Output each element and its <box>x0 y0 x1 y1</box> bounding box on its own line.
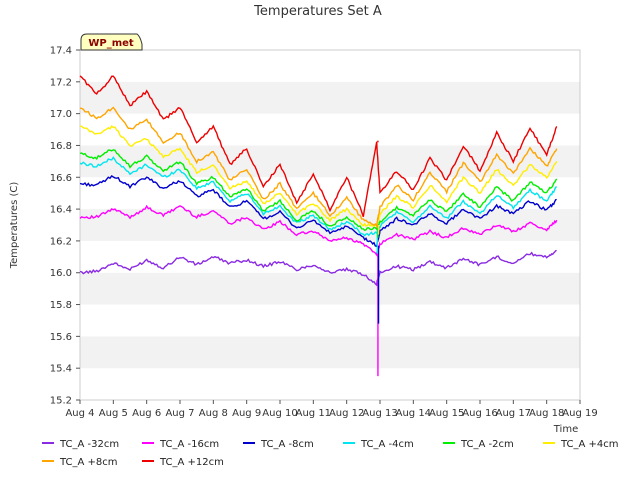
y-tick-label: 17.0 <box>50 109 72 120</box>
y-tick-label: 16.0 <box>50 268 72 279</box>
x-tick-label: Aug 12 <box>329 408 364 419</box>
grid-band <box>80 240 580 273</box>
x-tick-label: Aug 19 <box>562 408 597 419</box>
x-tick-label: Aug 8 <box>199 408 228 419</box>
x-tick-label: Aug 16 <box>462 408 497 419</box>
y-tick-label: 16.6 <box>50 173 72 184</box>
plot-frame <box>79 49 581 401</box>
series-line <box>79 106 558 228</box>
series-line <box>79 174 557 248</box>
legend-label: TC_A -16cm <box>159 439 219 450</box>
series-line <box>79 204 558 257</box>
x-tick-label: Aug 5 <box>99 408 128 419</box>
y-tick-label: 15.8 <box>50 300 72 311</box>
x-tick-label: Aug 9 <box>232 408 261 419</box>
series-line <box>79 149 558 232</box>
legend-label: TC_A -8cm <box>260 439 314 450</box>
series-line <box>79 156 557 237</box>
legend-label: TC_A +4cm <box>560 439 619 450</box>
badge-text: WP_met <box>88 38 134 49</box>
x-tick-label: Aug 6 <box>132 408 161 419</box>
grid-band <box>80 145 580 178</box>
series-line <box>79 125 558 228</box>
x-tick-label: Aug 7 <box>165 408 194 419</box>
legend: TC_A -32cm TC_A -16cm TC_A -8cm TC_A -4cm TC… <box>42 439 619 468</box>
x-tick-label: Aug 13 <box>362 408 397 419</box>
grid-band <box>80 272 580 305</box>
y-tick-label: 15.6 <box>50 332 72 343</box>
series-line <box>79 249 557 287</box>
legend-label: TC_A -2cm <box>460 439 514 450</box>
grid-band <box>80 81 580 114</box>
y-tick-label: 15.2 <box>50 396 72 407</box>
x-tick-label: Aug 15 <box>429 408 464 419</box>
grid-band <box>80 368 580 400</box>
y-axis-label: Temperatures (C) <box>9 182 20 270</box>
x-tick-label: Aug 17 <box>496 408 531 419</box>
x-tick-label: Aug 14 <box>396 408 431 419</box>
y-tick-label: 17.4 <box>50 46 72 57</box>
grid-band <box>80 50 580 82</box>
y-tick-label: 16.2 <box>50 236 72 247</box>
x-axis-label: Time <box>553 424 578 435</box>
grid-band <box>80 336 580 369</box>
grid-band <box>80 209 580 241</box>
badge: WP_met <box>80 33 143 51</box>
y-tick-label: 16.4 <box>50 205 72 216</box>
legend-label: TC_A +8cm <box>59 457 118 468</box>
x-tick-label: Aug 18 <box>529 408 564 419</box>
chart-title: Temperatures Set A <box>253 4 382 19</box>
x-tick-label: Aug 10 <box>262 408 297 419</box>
y-tick-label: 16.8 <box>50 141 72 152</box>
y-tick-label: 15.4 <box>50 364 72 375</box>
x-tick-label: Aug 11 <box>296 408 331 419</box>
legend-label: TC_A -32cm <box>59 439 119 450</box>
legend-label: TC_A -4cm <box>360 439 414 450</box>
y-tick-label: 17.2 <box>50 77 72 88</box>
x-tick-label: Aug 4 <box>65 408 94 419</box>
plot-area: 15.2 15.4 15.6 15.8 16.0 16.2 16.4 16.6 16.8 17.0… <box>50 46 598 420</box>
grid-band <box>80 113 580 146</box>
grid-band <box>80 304 580 337</box>
legend-label: TC_A +12cm <box>159 457 224 468</box>
series-line <box>79 75 558 218</box>
